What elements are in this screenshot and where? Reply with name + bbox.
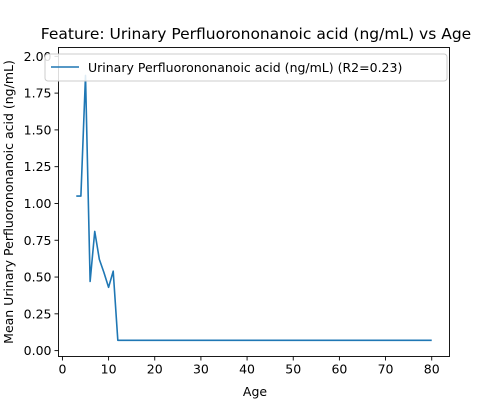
- x-tick-label: 30: [193, 362, 209, 377]
- y-axis-label: Mean Urinary Perfluorononanoic acid (ng/…: [1, 60, 16, 344]
- y-axis: 0.000.250.500.751.001.251.501.752.00: [24, 49, 59, 358]
- x-tick-label: 40: [239, 362, 255, 377]
- x-tick-label: 0: [58, 362, 66, 377]
- y-tick-label: 1.00: [24, 196, 52, 211]
- series-line: [76, 74, 432, 342]
- chart-title: Feature: Urinary Perfluorononanoic acid …: [41, 25, 471, 43]
- y-tick-label: 0.00: [24, 343, 52, 358]
- legend-entry: Urinary Perfluorononanoic acid (ng/mL) (…: [88, 60, 402, 75]
- y-tick-label: 0.50: [24, 270, 52, 285]
- x-tick-label: 10: [101, 362, 117, 377]
- legend-box: [44, 53, 448, 82]
- axes-frame: [58, 47, 450, 357]
- legend: Urinary Perfluorononanoic acid (ng/mL) (…: [44, 53, 448, 82]
- x-tick-label: 50: [285, 362, 301, 377]
- x-tick-label: 70: [378, 362, 394, 377]
- y-tick-label: 1.75: [24, 86, 52, 101]
- x-axis-label: Age: [243, 384, 267, 399]
- y-tick-label: 1.25: [24, 159, 52, 174]
- y-tick-label: 0.25: [24, 306, 52, 321]
- plot-area: [76, 74, 432, 342]
- x-tick-label: 80: [424, 362, 440, 377]
- x-tick-label: 60: [331, 362, 347, 377]
- x-tick-label: 20: [147, 362, 163, 377]
- x-axis: 0 10 20 30 40 50 60 70 80: [58, 356, 440, 377]
- y-tick-label: 0.75: [24, 233, 52, 248]
- y-tick-label: 1.50: [24, 122, 52, 137]
